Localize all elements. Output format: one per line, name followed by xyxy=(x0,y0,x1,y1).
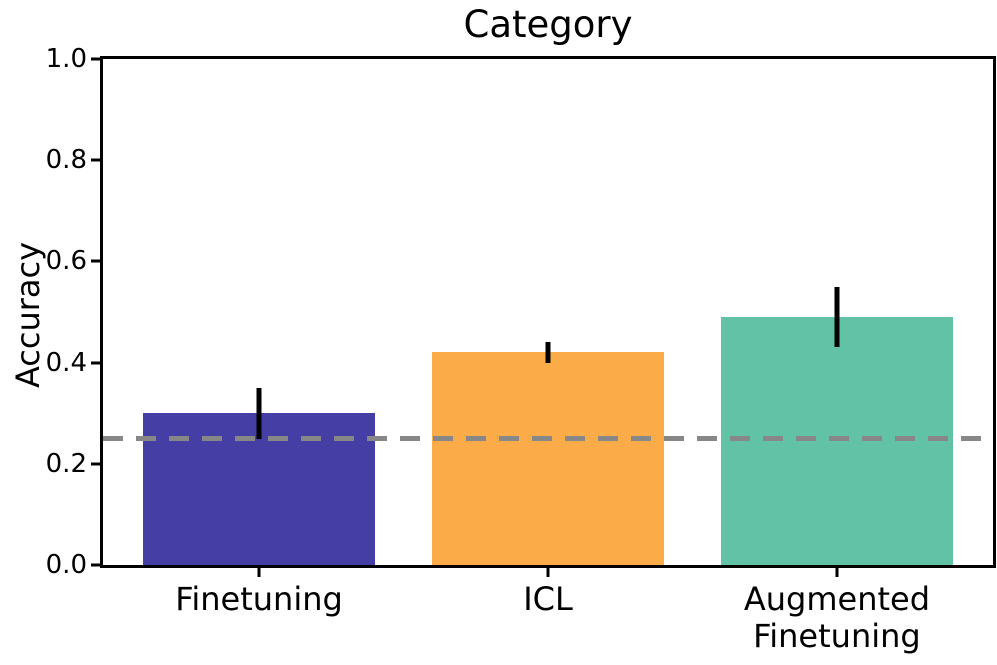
x-tick xyxy=(835,568,839,577)
y-tick xyxy=(91,259,100,263)
y-tick-label: 0.0 xyxy=(45,550,87,580)
x-tick xyxy=(257,568,261,577)
y-tick-label: 1.0 xyxy=(45,44,87,74)
error-bar xyxy=(256,387,262,439)
chart-title: Category xyxy=(463,3,633,46)
x-tick-label: Augmented Finetuning xyxy=(743,580,931,655)
reference-line xyxy=(103,436,993,441)
y-tick xyxy=(91,361,100,365)
y-tick-label: 0.8 xyxy=(45,145,87,176)
y-tick xyxy=(91,158,100,162)
y-tick-label: 0.4 xyxy=(45,347,87,378)
x-tick-label: Finetuning xyxy=(175,580,343,618)
plot-area: 0.0 0.2 0.4 0.6 0.8 1.0 Finetuning ICL Augmented… xyxy=(46,46,993,654)
y-tick-label: 0.6 xyxy=(45,246,87,277)
y-tick xyxy=(91,462,100,466)
error-bar xyxy=(834,286,840,348)
error-bar xyxy=(545,342,551,363)
bar xyxy=(721,317,953,565)
x-tick-label: ICL xyxy=(523,580,573,618)
x-tick xyxy=(546,568,550,577)
y-tick xyxy=(91,57,100,61)
y-tick-label: 0.2 xyxy=(45,448,87,479)
bar xyxy=(432,352,664,565)
y-tick xyxy=(91,563,100,567)
